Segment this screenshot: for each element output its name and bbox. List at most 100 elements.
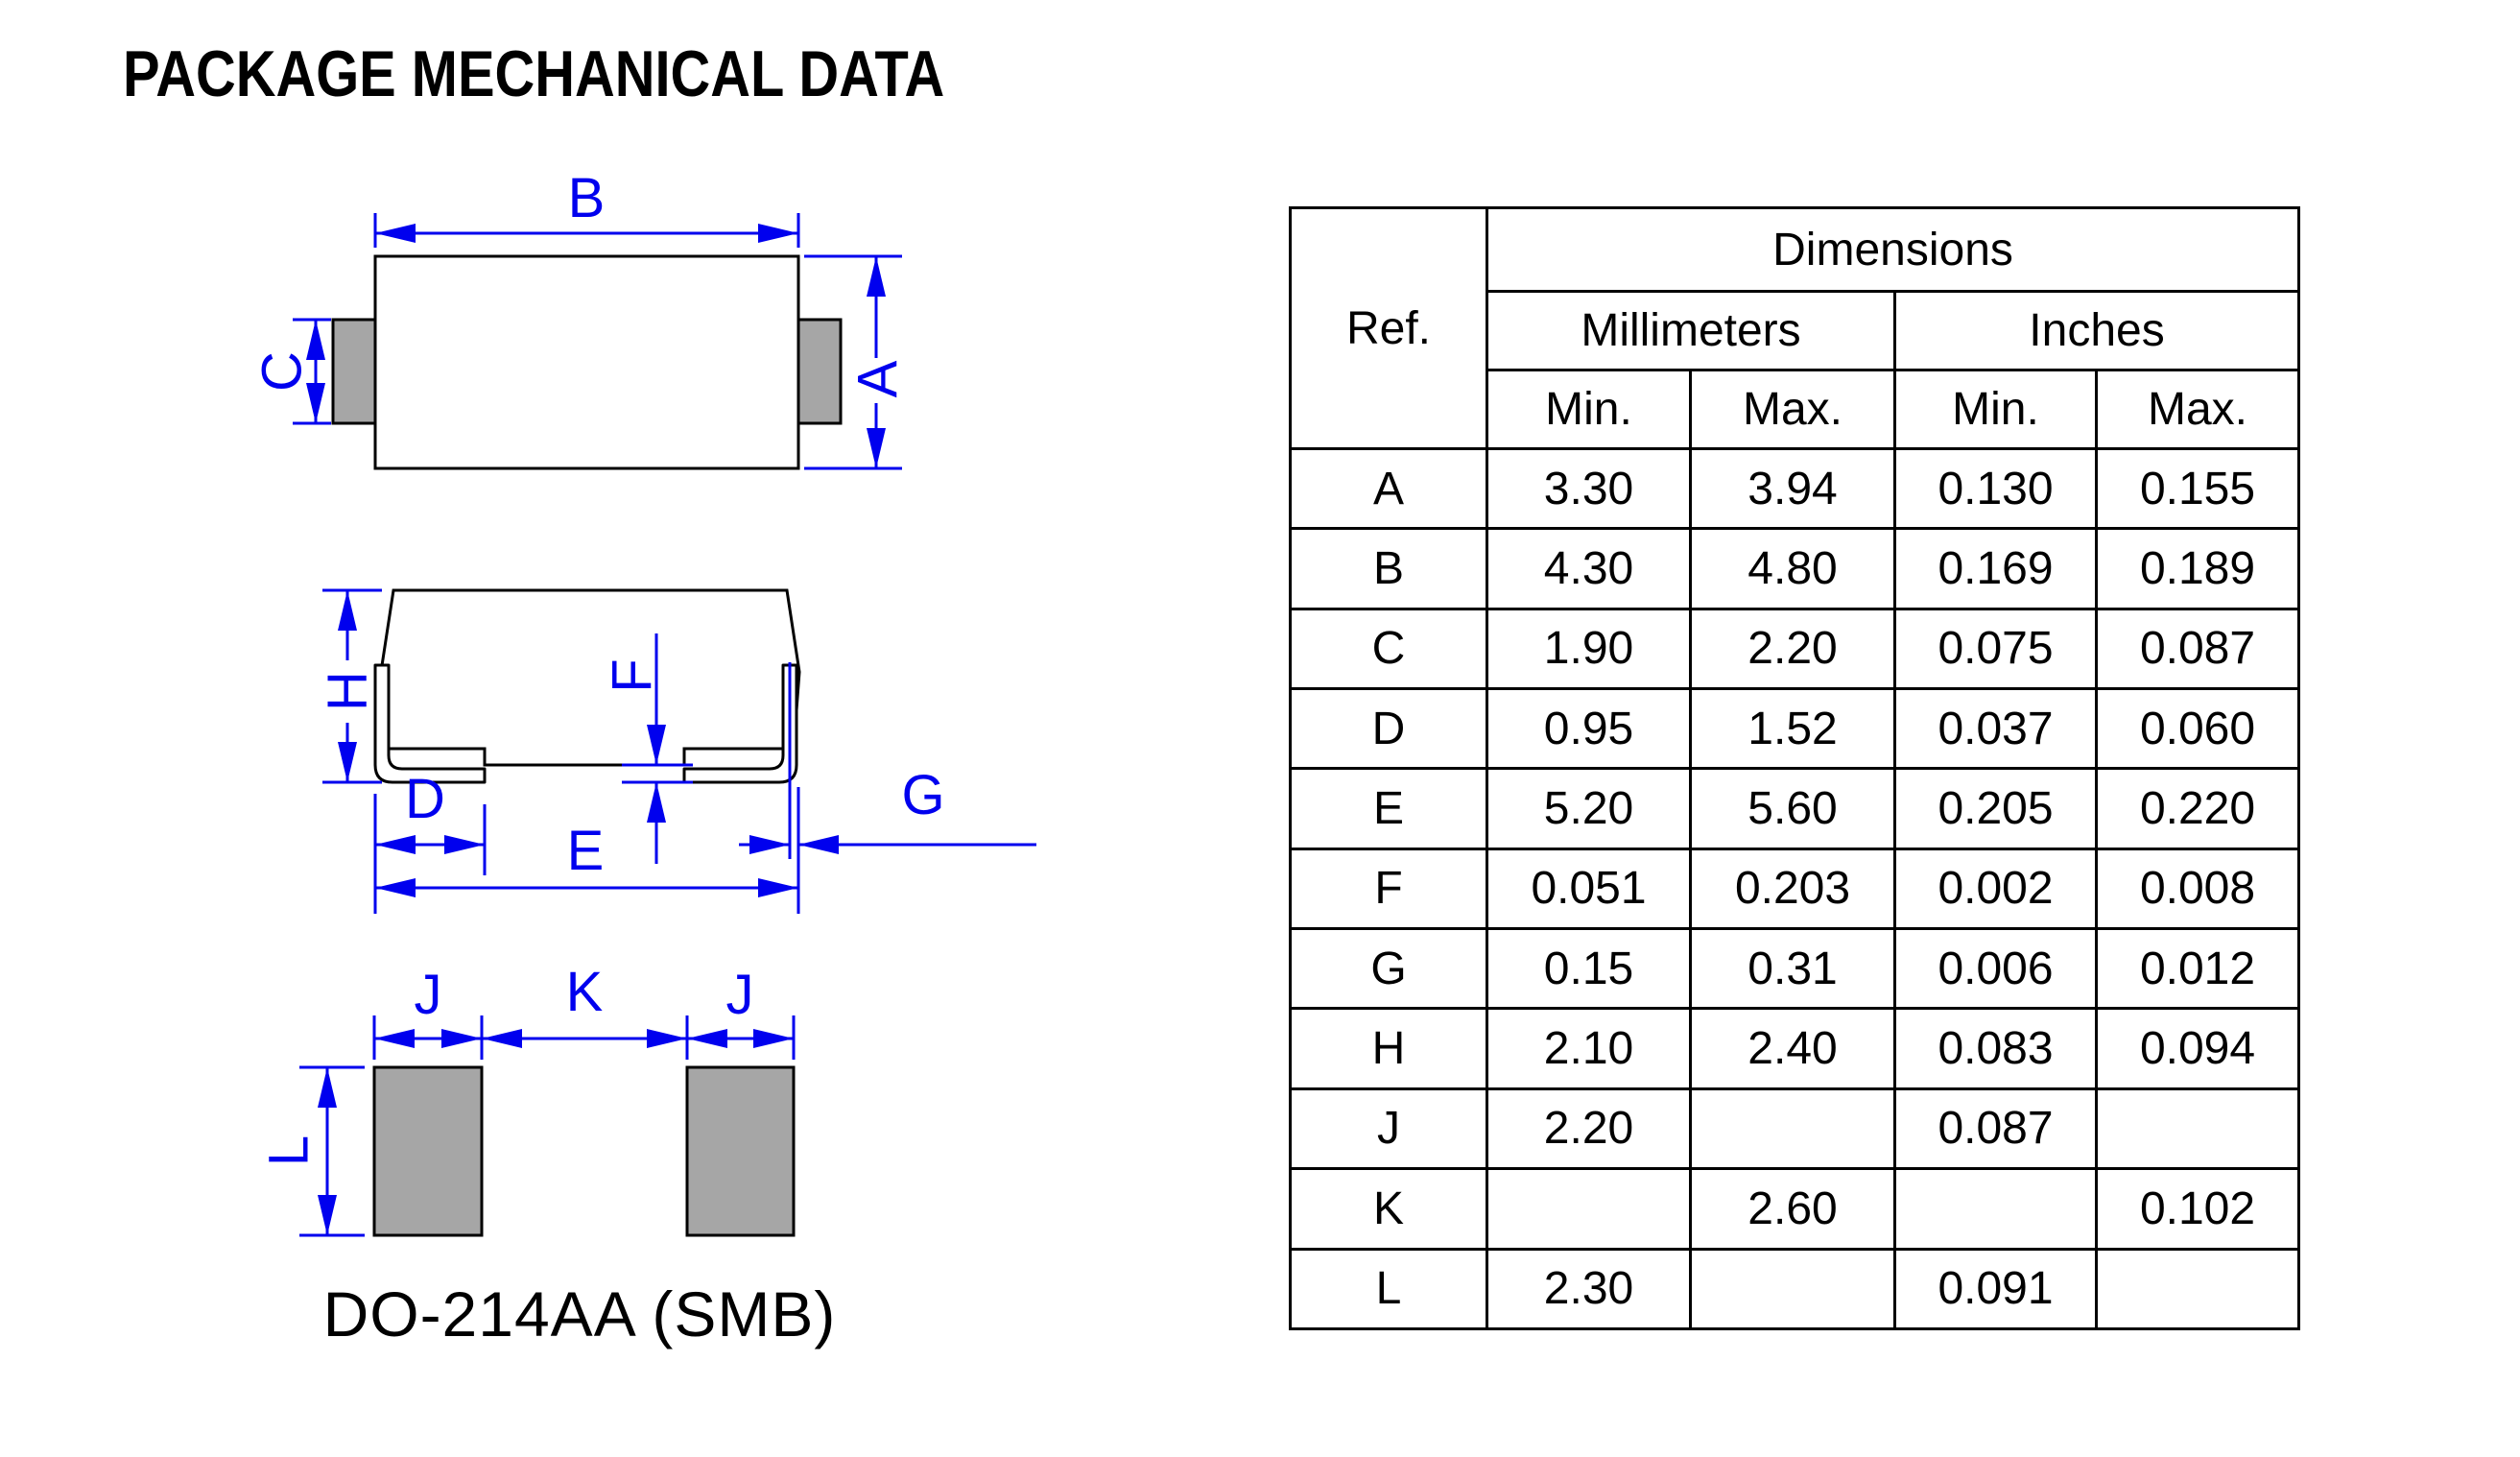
cell-in_min: 0.091 xyxy=(1893,1247,2098,1330)
millimeters-header: Millimeters xyxy=(1486,290,1896,371)
package-name-caption: DO-214AA (SMB) xyxy=(323,1278,837,1350)
dim-label-j1: J xyxy=(415,964,442,1026)
cell-in_max: 0.087 xyxy=(2094,607,2301,691)
cell-in_max: 0.102 xyxy=(2094,1167,2301,1251)
cell-in_max: 0.094 xyxy=(2094,1007,2301,1090)
cell-ref: G xyxy=(1289,927,1488,1011)
cell-ref: C xyxy=(1289,607,1488,691)
cell-in_min: 0.075 xyxy=(1893,607,2098,691)
cell-mm_min: 0.051 xyxy=(1486,847,1692,931)
cell-in_min: 0.169 xyxy=(1893,527,2098,610)
top-view-body xyxy=(373,254,800,470)
top-view-left-lead xyxy=(331,318,377,425)
cell-in_max: 0.060 xyxy=(2094,687,2301,771)
cell-mm_min: 3.30 xyxy=(1486,447,1692,531)
table-row: B 4.30 4.80 0.169 0.189 xyxy=(1289,527,2301,610)
dim-label-k: K xyxy=(566,961,604,1023)
mm-max-header: Max. xyxy=(1689,368,1896,451)
dim-label-j2: J xyxy=(726,964,754,1026)
cell-in_max xyxy=(2094,1247,2301,1330)
cell-in_min: 0.087 xyxy=(1893,1087,2098,1171)
cell-in_min: 0.205 xyxy=(1893,767,2098,850)
table-row: J 2.20 0.087 xyxy=(1289,1087,2301,1171)
table-row: E 5.20 5.60 0.205 0.220 xyxy=(1289,767,2301,850)
cell-mm_min: 2.20 xyxy=(1486,1087,1692,1171)
inches-header: Inches xyxy=(1892,290,2301,371)
page-title: PACKAGE MECHANICAL DATA xyxy=(123,37,945,110)
dim-label-d: D xyxy=(405,768,445,830)
cell-in_max: 0.189 xyxy=(2094,527,2301,610)
side-view-right-lead xyxy=(682,663,798,784)
cell-ref: E xyxy=(1289,767,1488,850)
cell-in_min: 0.130 xyxy=(1893,447,2098,531)
cell-in_max: 0.220 xyxy=(2094,767,2301,850)
cell-mm_max: 5.60 xyxy=(1689,767,1896,850)
cell-mm_max: 0.31 xyxy=(1689,927,1896,1011)
table-row: C 1.90 2.20 0.075 0.087 xyxy=(1289,607,2301,691)
cell-mm_max: 2.20 xyxy=(1689,607,1896,691)
table-row: H 2.10 2.40 0.083 0.094 xyxy=(1289,1007,2301,1090)
cell-mm_max: 3.94 xyxy=(1689,447,1896,531)
in-max-header: Max. xyxy=(2094,368,2301,451)
cell-mm_min: 4.30 xyxy=(1486,527,1692,610)
table-body: A 3.30 3.94 0.130 0.155 B 4.30 4.80 0.169 0.189 C 1… xyxy=(1289,447,2301,1330)
cell-mm_max: 1.52 xyxy=(1689,687,1896,771)
table-row: A 3.30 3.94 0.130 0.155 xyxy=(1289,447,2301,531)
cell-mm_min: 2.10 xyxy=(1486,1007,1692,1090)
cell-ref: H xyxy=(1289,1007,1488,1090)
cell-mm_max xyxy=(1689,1087,1896,1171)
cell-ref: K xyxy=(1289,1167,1488,1251)
side-view-left-lead xyxy=(373,663,487,784)
cell-mm_max: 2.40 xyxy=(1689,1007,1896,1090)
cell-ref: D xyxy=(1289,687,1488,771)
cell-mm_min: 0.95 xyxy=(1486,687,1692,771)
cell-mm_min: 5.20 xyxy=(1486,767,1692,850)
dim-label-g: G xyxy=(901,764,944,826)
side-view-drawing: H F D E G xyxy=(317,588,1036,914)
dim-label-a: A xyxy=(847,360,910,397)
dim-label-c: C xyxy=(251,351,314,392)
ref-column-header: Ref. xyxy=(1289,205,1488,451)
mm-min-header: Min. xyxy=(1486,368,1692,451)
cell-mm_min: 2.30 xyxy=(1486,1247,1692,1330)
table-row: G 0.15 0.31 0.006 0.012 xyxy=(1289,927,2301,1011)
top-view-right-lead xyxy=(796,318,843,425)
dimensions-table: Ref. Dimensions Millimeters Inches Min. … xyxy=(1289,205,2301,1330)
in-min-header: Min. xyxy=(1893,368,2098,451)
cell-in_min: 0.006 xyxy=(1893,927,2098,1011)
cell-in_max: 0.008 xyxy=(2094,847,2301,931)
cell-mm_max: 4.80 xyxy=(1689,527,1896,610)
cell-in_min xyxy=(1893,1167,2098,1251)
cell-in_max xyxy=(2094,1087,2301,1171)
cell-ref: J xyxy=(1289,1087,1488,1171)
cell-in_min: 0.083 xyxy=(1893,1007,2098,1090)
cell-ref: F xyxy=(1289,847,1488,931)
cell-in_min: 0.002 xyxy=(1893,847,2098,931)
table-row: L 2.30 0.091 xyxy=(1289,1247,2301,1330)
cell-in_max: 0.012 xyxy=(2094,927,2301,1011)
cell-mm_min: 1.90 xyxy=(1486,607,1692,691)
cell-ref: A xyxy=(1289,447,1488,531)
dim-label-l: L xyxy=(258,1135,321,1166)
dim-label-e: E xyxy=(567,820,605,882)
cell-mm_min: 0.15 xyxy=(1486,927,1692,1011)
top-view-drawing: B A C xyxy=(251,167,910,470)
table-row: K 2.60 0.102 xyxy=(1289,1167,2301,1251)
cell-mm_max xyxy=(1689,1247,1896,1330)
bottom-view-drawing: J K J L xyxy=(258,961,796,1237)
cell-in_max: 0.155 xyxy=(2094,447,2301,531)
right-pad xyxy=(685,1065,796,1237)
left-pad xyxy=(372,1065,484,1237)
side-view-body xyxy=(379,588,801,767)
cell-ref: B xyxy=(1289,527,1488,610)
cell-in_min: 0.037 xyxy=(1893,687,2098,771)
cell-ref: L xyxy=(1289,1247,1488,1330)
cell-mm_max: 0.203 xyxy=(1689,847,1896,931)
cell-mm_min xyxy=(1486,1167,1692,1251)
dimensions-header: Dimensions xyxy=(1485,205,2301,294)
dim-label-h: H xyxy=(317,671,379,711)
dim-label-b: B xyxy=(568,167,606,229)
table-row: F 0.051 0.203 0.002 0.008 xyxy=(1289,847,2301,931)
